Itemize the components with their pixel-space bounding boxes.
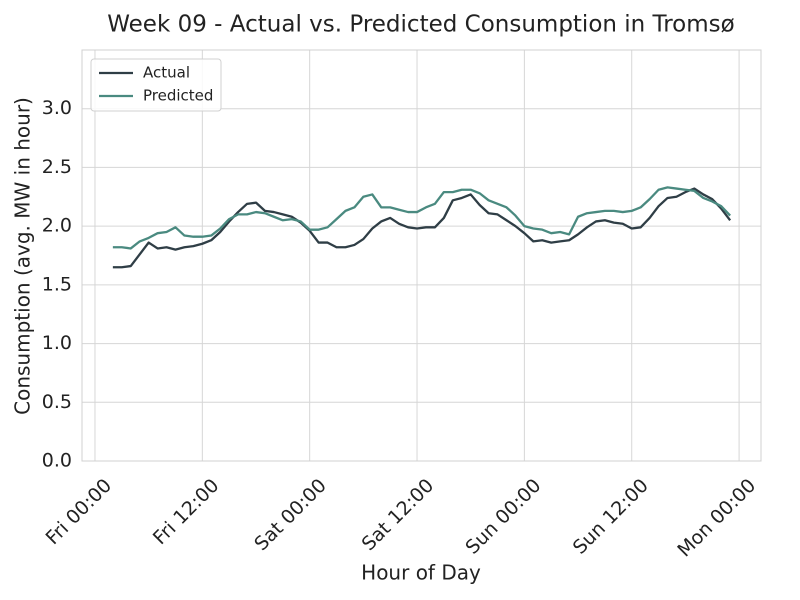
chart-title: Week 09 - Actual vs. Predicted Consumpti… (107, 12, 734, 38)
y-axis-label: Consumption (avg. MW in hour) (11, 97, 35, 415)
y-tick-label: 1.5 (42, 273, 72, 295)
plot-frame (81, 49, 762, 462)
series-line (112, 187, 732, 269)
x-tick-label: Sat 12:00 (358, 475, 439, 556)
y-tick-label: 3.0 (42, 97, 72, 119)
x-tick-label: Fri 00:00 (42, 475, 117, 550)
series-line (112, 186, 731, 250)
x-tick-label: Sat 00:00 (250, 475, 331, 556)
y-tick-label: 2.0 (42, 215, 72, 237)
y-tick-label: 2.5 (42, 156, 72, 178)
y-tick-label: 0.5 (42, 391, 72, 413)
legend-label: Actual (143, 64, 190, 82)
x-tick-label: Sun 00:00 (461, 475, 545, 559)
y-tick-label: 1.0 (42, 332, 72, 354)
x-tick-label: Mon 00:00 (673, 475, 760, 562)
x-axis-label: Hour of Day (361, 561, 481, 585)
y-tick-label: 0.0 (42, 450, 72, 472)
legend-label: Predicted (143, 87, 213, 105)
x-tick-label: Sun 12:00 (569, 475, 653, 559)
x-tick-label: Fri 12:00 (149, 475, 224, 550)
legend: Actual Predicted (90, 58, 222, 112)
